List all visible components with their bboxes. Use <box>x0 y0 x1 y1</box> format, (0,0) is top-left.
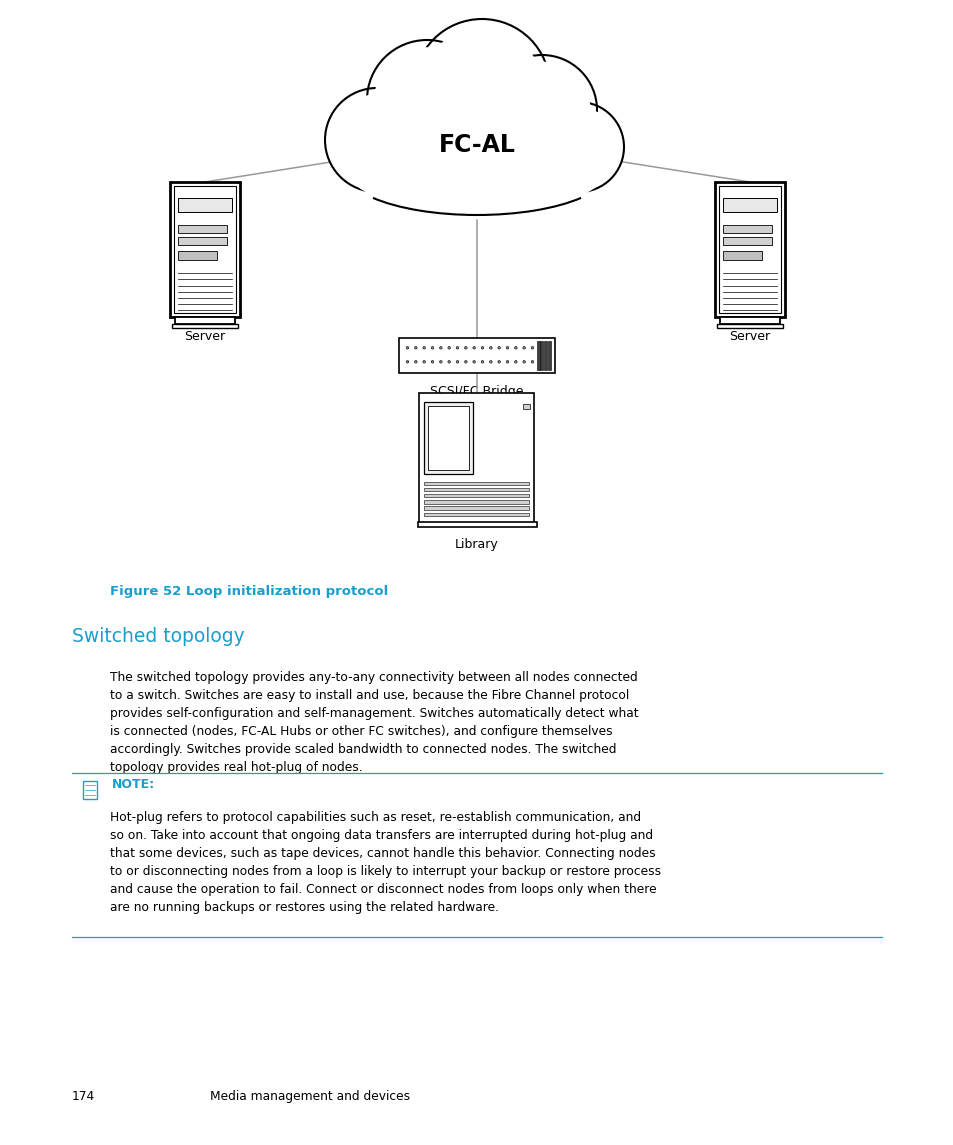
Circle shape <box>415 361 416 363</box>
Circle shape <box>431 361 434 363</box>
Bar <box>83 781 97 799</box>
Circle shape <box>415 347 416 349</box>
Circle shape <box>486 55 597 165</box>
Circle shape <box>473 361 475 363</box>
Text: Media management and devices: Media management and devices <box>210 1090 410 1103</box>
Bar <box>419 393 534 523</box>
Bar <box>424 402 473 474</box>
Text: SCSI/FC Bridge: SCSI/FC Bridge <box>430 385 523 398</box>
Circle shape <box>538 108 618 187</box>
Circle shape <box>493 62 590 158</box>
Bar <box>543 341 546 370</box>
Circle shape <box>473 347 475 349</box>
Ellipse shape <box>344 125 609 215</box>
Bar <box>178 198 232 212</box>
Text: Hot-plug refers to protocol capabilities such as reset, re-establish communicati: Hot-plug refers to protocol capabilities… <box>110 811 660 914</box>
Circle shape <box>414 19 550 155</box>
Bar <box>424 506 529 510</box>
Bar <box>178 237 227 245</box>
Bar <box>722 251 760 260</box>
Circle shape <box>497 361 500 363</box>
Bar <box>539 341 542 370</box>
Bar <box>424 500 529 504</box>
Circle shape <box>422 361 425 363</box>
Text: Library: Library <box>455 538 498 551</box>
Circle shape <box>447 361 450 363</box>
Circle shape <box>531 347 534 349</box>
Bar <box>178 226 227 234</box>
Text: Server: Server <box>729 330 770 344</box>
Circle shape <box>325 88 429 192</box>
Text: Switched topology: Switched topology <box>71 627 245 646</box>
Circle shape <box>456 347 458 349</box>
Bar <box>424 488 529 491</box>
Bar <box>719 185 781 313</box>
Circle shape <box>367 40 486 160</box>
Circle shape <box>422 347 425 349</box>
Circle shape <box>489 347 492 349</box>
Circle shape <box>447 347 450 349</box>
Text: Figure 52 Loop initialization protocol: Figure 52 Loop initialization protocol <box>110 585 388 598</box>
Bar <box>170 182 240 317</box>
Text: The switched topology provides any-to-any connectivity between all nodes connect: The switched topology provides any-to-an… <box>110 671 638 774</box>
Circle shape <box>422 27 541 147</box>
Bar <box>175 317 234 324</box>
Bar <box>547 341 550 370</box>
Bar <box>536 341 539 370</box>
Bar <box>399 338 554 373</box>
Circle shape <box>439 361 441 363</box>
Text: NOTE:: NOTE: <box>112 777 155 791</box>
Bar <box>522 403 529 409</box>
Circle shape <box>522 361 525 363</box>
Bar <box>722 226 771 234</box>
Circle shape <box>522 347 525 349</box>
Circle shape <box>531 361 534 363</box>
Bar <box>722 198 776 212</box>
Circle shape <box>464 361 467 363</box>
Text: FC-AL: FC-AL <box>438 133 515 157</box>
Bar <box>172 324 238 327</box>
Bar <box>424 493 529 497</box>
Text: Server: Server <box>184 330 225 344</box>
Circle shape <box>464 347 467 349</box>
Bar <box>716 324 782 327</box>
Circle shape <box>489 361 492 363</box>
Bar <box>424 482 529 485</box>
Circle shape <box>534 102 623 192</box>
Circle shape <box>506 361 508 363</box>
Bar <box>424 513 529 516</box>
Circle shape <box>480 361 483 363</box>
Circle shape <box>497 347 500 349</box>
Bar <box>720 317 779 324</box>
Text: 174: 174 <box>71 1090 95 1103</box>
Bar <box>178 251 216 260</box>
Circle shape <box>374 47 479 152</box>
Bar <box>173 185 235 313</box>
Bar <box>722 237 771 245</box>
Circle shape <box>480 347 483 349</box>
Bar <box>714 182 784 317</box>
Circle shape <box>406 361 409 363</box>
Circle shape <box>514 361 517 363</box>
Ellipse shape <box>347 127 606 213</box>
Bar <box>417 522 536 527</box>
Circle shape <box>514 347 517 349</box>
Circle shape <box>456 361 458 363</box>
Bar <box>428 406 468 469</box>
Circle shape <box>439 347 441 349</box>
Circle shape <box>431 347 434 349</box>
Circle shape <box>506 347 508 349</box>
Circle shape <box>331 94 422 185</box>
Circle shape <box>406 347 409 349</box>
